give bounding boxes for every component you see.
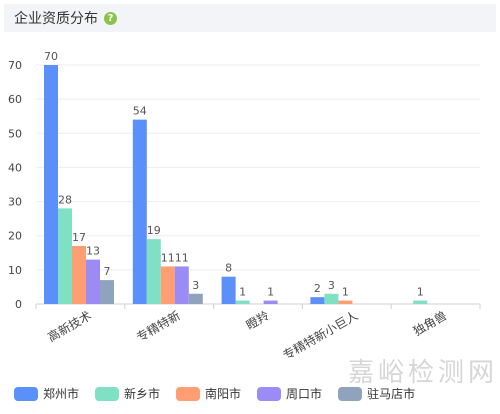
bar: [160, 266, 175, 304]
bar: [188, 293, 203, 304]
y-tick-label: 70: [8, 59, 22, 72]
legend-label: 新乡市: [124, 387, 161, 401]
data-label: 1: [342, 286, 349, 299]
y-tick-label: 40: [8, 161, 22, 174]
legend-swatch: [14, 386, 38, 401]
legend-item[interactable]: 新乡市: [95, 385, 160, 402]
data-label: 2: [314, 282, 321, 295]
page-title: 企业资质分布: [14, 11, 98, 27]
bar: [86, 259, 100, 304]
data-label: 19: [147, 224, 161, 237]
legend-label: 周口市: [286, 387, 323, 401]
data-label: 1: [267, 286, 274, 299]
bar: [338, 300, 353, 304]
bar: [72, 245, 86, 304]
legend-label: 郑州市: [43, 387, 80, 401]
watermark-text: 嘉峪检测网: [348, 358, 499, 388]
bar: [44, 65, 58, 304]
bar: [413, 300, 428, 304]
data-label: 54: [133, 105, 147, 118]
data-label: 1: [239, 286, 246, 299]
x-tick-label: 独角兽: [411, 308, 449, 338]
data-label: 28: [58, 193, 72, 206]
bar: [146, 239, 161, 304]
x-tick-label: 专精特新: [134, 308, 183, 345]
bar: [310, 297, 325, 304]
bar: [58, 208, 72, 304]
y-tick-label: 0: [15, 298, 22, 311]
bar: [100, 280, 114, 304]
y-tick-label: 60: [8, 93, 22, 106]
legend-item[interactable]: 郑州市: [14, 385, 79, 402]
data-label: 11: [161, 251, 175, 264]
legend-swatch: [176, 386, 201, 401]
bar: [221, 276, 236, 304]
legend-swatch: [257, 386, 282, 401]
y-tick-label: 20: [8, 230, 22, 243]
data-label: 3: [328, 279, 335, 292]
legend-item[interactable]: 驻马店市: [338, 385, 415, 402]
legend-item[interactable]: 南阳市: [176, 385, 241, 402]
legend-item[interactable]: 周口市: [257, 385, 322, 402]
data-label: 1: [417, 286, 424, 299]
y-tick-label: 10: [8, 264, 22, 277]
data-label: 7: [104, 265, 111, 278]
data-label: 70: [44, 50, 58, 63]
data-label: 11: [175, 251, 189, 264]
panel-header: 企业资质分布 ?: [4, 4, 496, 32]
legend-swatch: [95, 386, 120, 401]
data-label: 8: [225, 262, 232, 275]
x-tick-label: 瞪羚: [243, 308, 271, 333]
data-label: 17: [72, 231, 86, 244]
y-tick-label: 50: [8, 127, 22, 140]
legend-label: 驻马店市: [367, 387, 416, 401]
bar: [174, 266, 189, 304]
bar: [132, 119, 147, 304]
data-label: 13: [86, 245, 100, 258]
help-icon[interactable]: ?: [104, 11, 117, 25]
chart-legend: 郑州市 新乡市 南阳市 周口市 驻马店市: [14, 385, 415, 402]
y-tick-label: 30: [8, 196, 22, 209]
bar: [324, 293, 339, 304]
bar: [235, 300, 250, 304]
legend-swatch: [338, 386, 363, 401]
bar: [263, 300, 278, 304]
legend-label: 南阳市: [205, 387, 242, 401]
data-label: 3: [192, 279, 199, 292]
x-tick-label: 高新技术: [45, 308, 94, 345]
